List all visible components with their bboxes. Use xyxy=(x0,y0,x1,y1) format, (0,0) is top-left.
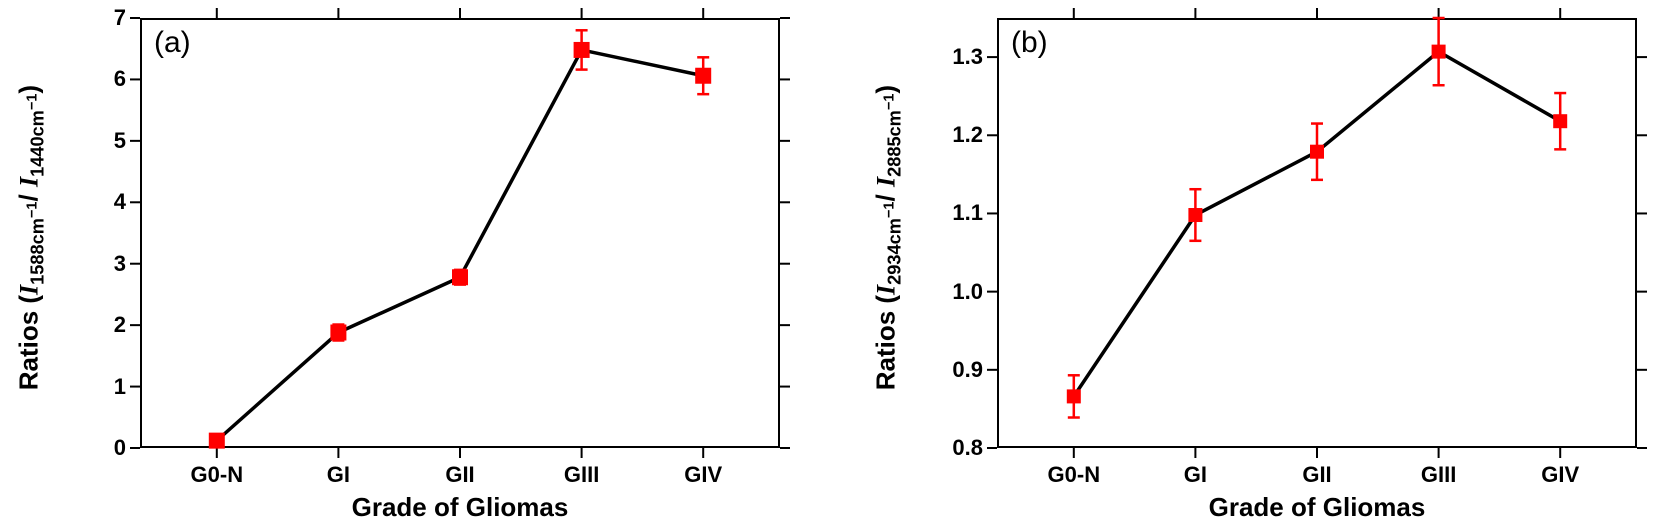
panel-letter-a: (a) xyxy=(154,26,191,60)
figure-container: 0 1 2 3 4 5 6 7 G0-N GI GII GIII GIV (a) Grade of Glio… xyxy=(0,0,1657,531)
data-marker xyxy=(209,433,225,449)
ytick-label: 0.8 xyxy=(923,435,983,461)
xlabel-b: Grade of Gliomas xyxy=(997,492,1637,523)
ytick-label: 7 xyxy=(66,5,126,31)
xtick-label: GIII xyxy=(1421,462,1456,488)
xtick-label: GIII xyxy=(564,462,599,488)
ytick-label: 1.0 xyxy=(923,279,983,305)
xtick-label: GIV xyxy=(684,462,722,488)
ytick-label: 0 xyxy=(66,435,126,461)
data-marker xyxy=(574,42,590,58)
series-line xyxy=(1074,52,1560,397)
data-marker xyxy=(330,325,346,341)
xtick-label: GI xyxy=(1184,462,1207,488)
xtick-label: GIV xyxy=(1541,462,1579,488)
series-line xyxy=(217,50,703,441)
xlabel-a: Grade of Gliomas xyxy=(140,492,780,523)
ytick-label: 5 xyxy=(66,128,126,154)
xtick-label: G0-N xyxy=(1048,462,1101,488)
data-marker xyxy=(452,269,468,285)
ylabel-a: Ratios (I1588cm−1/ I1440cm−1) xyxy=(13,23,48,453)
ytick-label: 0.9 xyxy=(923,357,983,383)
ytick-label: 6 xyxy=(66,66,126,92)
data-marker xyxy=(1188,208,1202,222)
data-marker xyxy=(1432,45,1446,59)
ytick-label: 1.1 xyxy=(923,200,983,226)
xtick-label: GII xyxy=(445,462,474,488)
data-marker xyxy=(695,68,711,84)
ytick-label: 3 xyxy=(66,251,126,277)
ytick-label: 1 xyxy=(66,374,126,400)
xtick-label: G0-N xyxy=(191,462,244,488)
panel-b: 0.8 0.9 1.0 1.1 1.2 1.3 G0-N GI GII GIII GIV (b) Gra… xyxy=(857,0,1657,531)
ylabel-b: Ratios (I2934cm−1/ I2885cm−1) xyxy=(870,23,905,453)
panel-a: 0 1 2 3 4 5 6 7 G0-N GI GII GIII GIV (a) Grade of Glio… xyxy=(0,0,800,531)
ytick-label: 2 xyxy=(66,312,126,338)
xtick-label: GII xyxy=(1302,462,1331,488)
data-marker xyxy=(1067,389,1081,403)
data-marker xyxy=(1553,114,1567,128)
panel-letter-b: (b) xyxy=(1011,26,1048,60)
ytick-label: 1.2 xyxy=(923,122,983,148)
xtick-label: GI xyxy=(327,462,350,488)
ytick-label: 4 xyxy=(66,189,126,215)
data-marker xyxy=(1310,145,1324,159)
ytick-label: 1.3 xyxy=(923,44,983,70)
